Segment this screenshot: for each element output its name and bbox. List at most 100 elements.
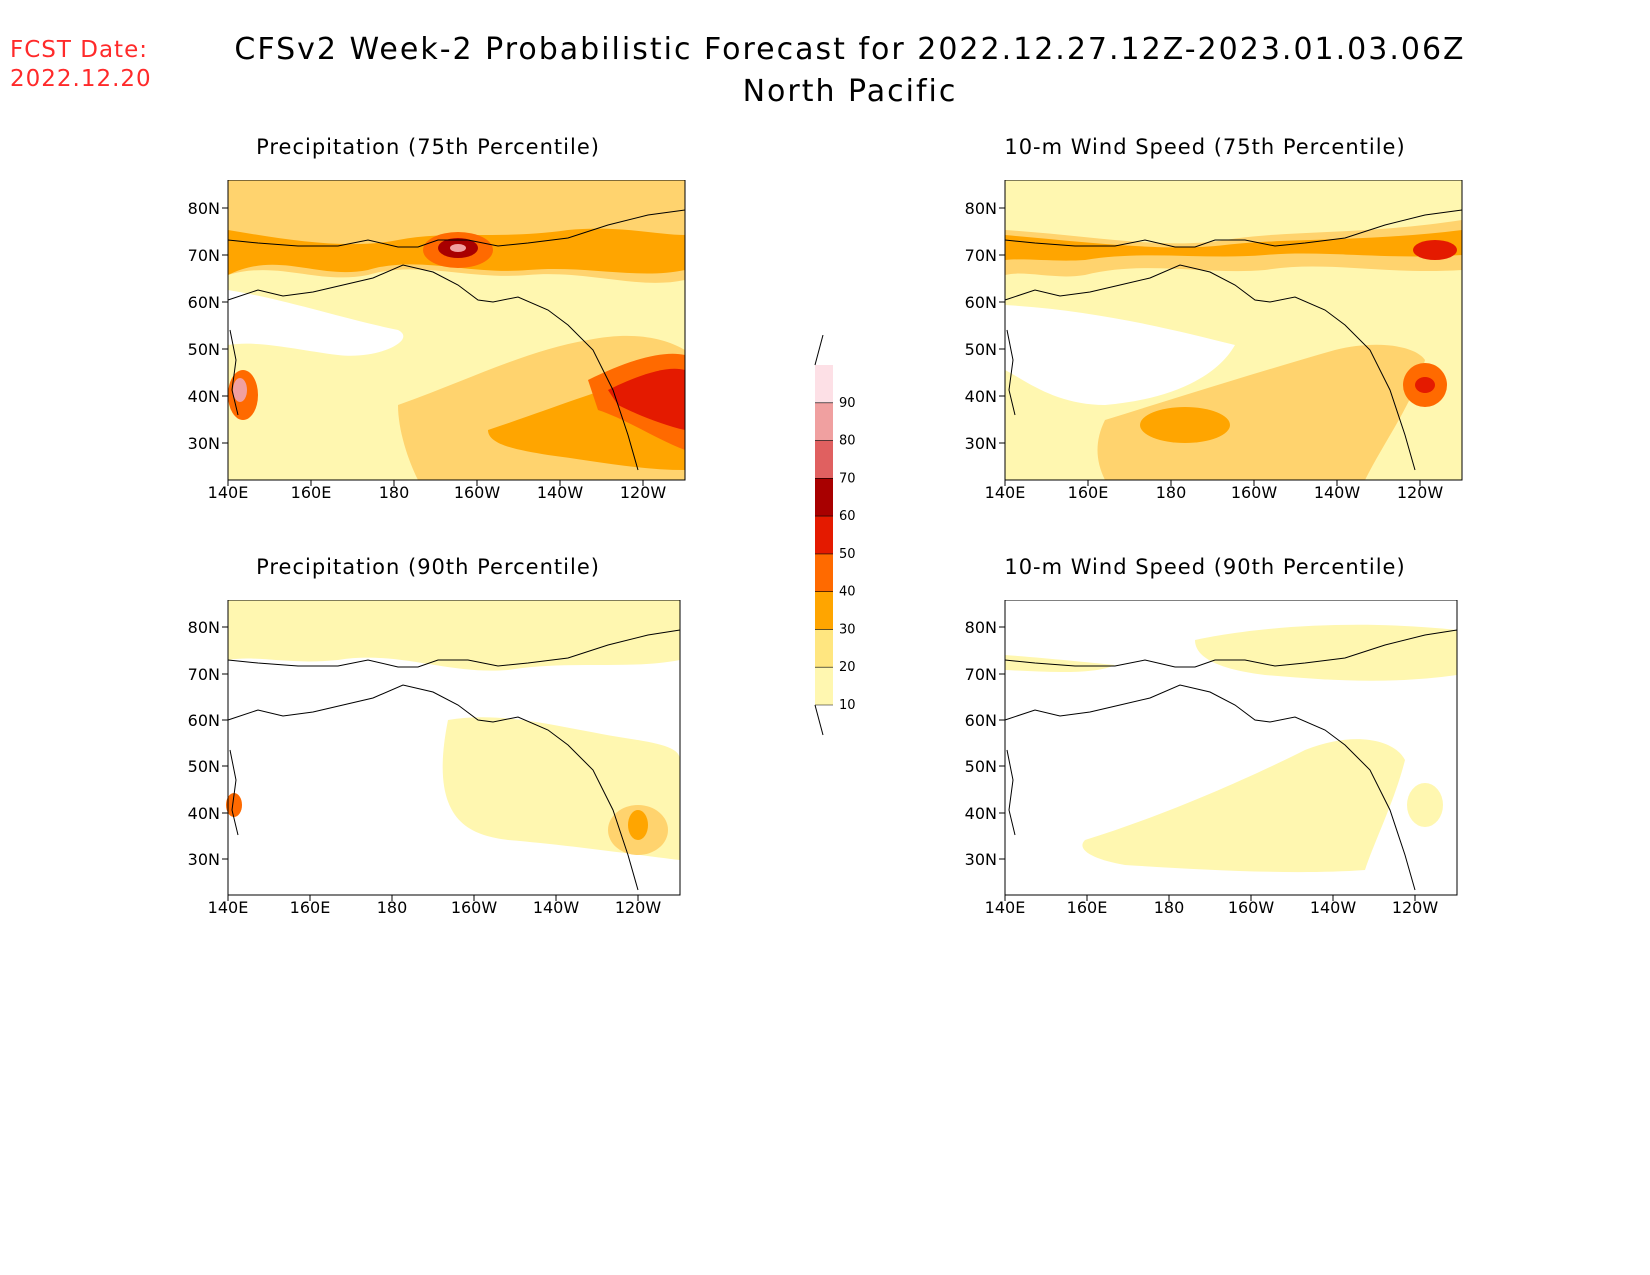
colorbar-box [815, 629, 833, 668]
lat-label: 50N [188, 757, 220, 776]
forecast-date-value: 2022.12.20 [10, 66, 152, 92]
colorbar-level-label: 90 [839, 396, 856, 411]
lon-label: 180 [1154, 898, 1185, 917]
lon-label: 160E [290, 898, 331, 917]
coastline-north-pacific [1004, 684, 1416, 891]
coastline-japan [1006, 749, 1016, 836]
coastline-north-pacific [227, 264, 639, 471]
colorbar-box [815, 402, 833, 441]
colorbar-box [815, 553, 833, 592]
coastline-japan [1006, 329, 1016, 416]
coastline-north-pacific [1004, 264, 1416, 471]
colorbar-boxes [815, 365, 833, 705]
fill-coast-core [1415, 377, 1435, 393]
lat-axis: 80N 70N 60N 50N 40N 30N [188, 618, 228, 869]
lat-axis: 80N 70N 60N 50N 40N 30N [965, 618, 1005, 869]
fill-japan-core [233, 378, 247, 402]
coastline-north-pacific [227, 684, 639, 891]
lon-axis: 140E 160E 180 160W 140W 120W [985, 895, 1439, 917]
colorbar-level-label: 80 [839, 434, 856, 449]
lon-label: 180 [1156, 483, 1187, 500]
map-wind-90: 80N 70N 60N 50N 40N 30N 140E 160E 180 16… [965, 599, 1458, 917]
fill-japan-hotspot [226, 793, 242, 817]
map-precip-75: 80N 70N 60N 50N 40N 30N 140E 160E 180 16… [188, 179, 686, 502]
lat-label: 60N [188, 711, 220, 730]
lon-label: 160W [1231, 483, 1278, 500]
fill-east-band [1082, 739, 1405, 873]
lat-label: 80N [188, 618, 220, 637]
lon-label: 140E [208, 483, 249, 500]
colorbar-level-label: 10 [839, 698, 856, 713]
fill-west-coast-core [608, 368, 685, 430]
lon-axis: 140E 160E 180 160W 140W 120W [208, 895, 662, 917]
colorbar-top-cap [814, 335, 824, 366]
map-frame [227, 599, 681, 896]
lat-label: 60N [965, 711, 997, 730]
colorbar-bottom-cap [814, 704, 824, 736]
panel-title: Precipitation (75th Percentile) [256, 135, 600, 159]
lat-label: 60N [188, 293, 220, 312]
colorbar: 10 20 30 40 50 60 70 80 90 [814, 335, 856, 736]
colorbar-box [815, 591, 833, 630]
lon-label: 160W [454, 483, 501, 500]
fill-arctic-band [228, 600, 680, 671]
lon-label: 140W [1314, 483, 1361, 500]
panel-wind-75: 10-m Wind Speed (75th Percentile) 80N 70… [945, 135, 1465, 502]
lat-label: 80N [965, 618, 997, 637]
lat-label: 80N [965, 199, 997, 218]
lon-label: 120W [1392, 898, 1439, 917]
lat-label: 50N [965, 757, 997, 776]
coastline-japan [229, 329, 239, 416]
colorbar-level-label: 40 [839, 585, 856, 600]
lat-label: 30N [965, 850, 997, 869]
lat-axis: 80N 70N 60N 50N 40N 30N [188, 199, 228, 453]
colorbar-box [815, 516, 833, 554]
lat-label: 50N [965, 340, 997, 359]
fill-hotspot [1413, 240, 1457, 260]
lat-label: 70N [965, 246, 997, 265]
panel-title: 10-m Wind Speed (90th Percentile) [1004, 555, 1406, 579]
forecast-date-label: FCST Date: [10, 37, 148, 63]
lon-axis: 140E 160E 180 160W 140W 120W [208, 480, 666, 502]
forecast-date-block: FCST Date: 2022.12.20 [10, 36, 152, 94]
lon-label: 140E [985, 483, 1026, 500]
lon-label: 140W [537, 483, 584, 500]
panel-precip-75: Precipitation (75th Percentile) 80N 70N … [168, 135, 688, 502]
fill-arctic-west [1005, 655, 1115, 673]
lat-label: 30N [965, 434, 997, 453]
lon-label: 160E [1068, 483, 1109, 500]
lat-label: 40N [188, 387, 220, 406]
lon-label: 120W [615, 898, 662, 917]
fill-pacific-orange [1140, 407, 1230, 443]
map-precip-90: 80N 70N 60N 50N 40N 30N 140E 160E 180 16… [188, 599, 681, 917]
page-title: CFSv2 Week-2 Probabilistic Forecast for … [234, 32, 1466, 67]
fill-arctic-band [1195, 624, 1457, 681]
lat-label: 30N [188, 850, 220, 869]
colorbar-level-label: 70 [839, 471, 856, 486]
coastline-arctic [1004, 629, 1458, 668]
lat-label: 40N [965, 387, 997, 406]
coastline-arctic [227, 209, 686, 248]
fill-coast-yellow [1407, 783, 1443, 827]
map-wind-75: 80N 70N 60N 50N 40N 30N 140E 160E 180 16… [965, 179, 1463, 502]
lon-axis: 140E 160E 180 160W 140W 120W [985, 480, 1444, 502]
colorbar-level-label: 20 [839, 660, 856, 675]
colorbar-level-label: 50 [839, 547, 856, 562]
lon-label: 140W [533, 898, 580, 917]
lat-label: 70N [188, 246, 220, 265]
lon-label: 140W [1310, 898, 1357, 917]
page-subtitle: North Pacific [742, 74, 958, 109]
lat-label: 60N [965, 293, 997, 312]
lat-label: 40N [188, 804, 220, 823]
colorbar-box [815, 440, 833, 479]
lon-label: 180 [377, 898, 408, 917]
lon-label: 160W [451, 898, 498, 917]
lat-label: 80N [188, 199, 220, 218]
colorbar-box [815, 478, 833, 517]
lon-label: 120W [1397, 483, 1444, 500]
fill-low-region [1005, 305, 1235, 405]
lon-label: 180 [379, 483, 410, 500]
coastline-arctic [1004, 209, 1463, 248]
lon-label: 160W [1228, 898, 1275, 917]
lat-label: 70N [965, 665, 997, 684]
